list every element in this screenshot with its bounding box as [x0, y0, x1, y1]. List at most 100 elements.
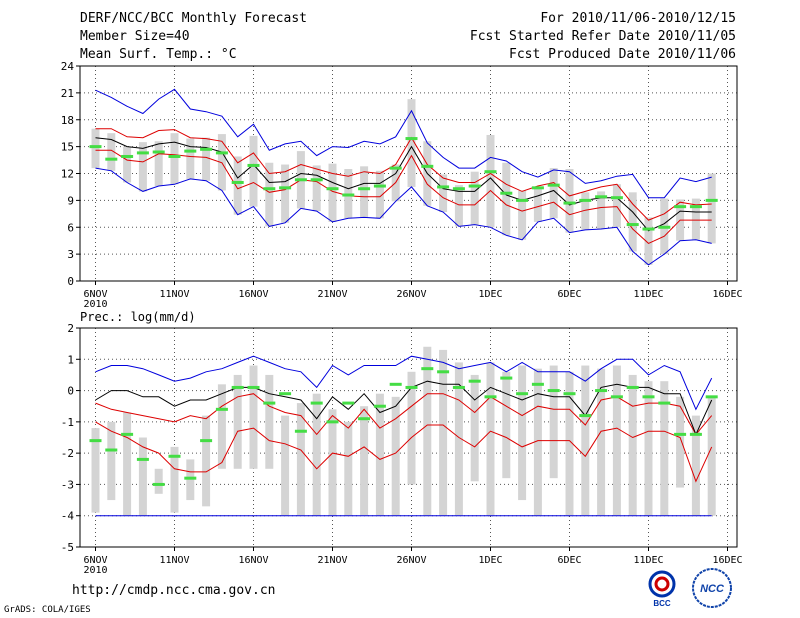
temp-xtick-label: 11DEC — [633, 289, 663, 300]
prec-ensemble-bar — [138, 437, 147, 516]
prec-marker — [595, 389, 608, 393]
prec-marker — [674, 432, 687, 436]
temp-marker — [468, 184, 481, 188]
temp-ensemble-bar — [407, 99, 416, 187]
prec-marker — [136, 457, 149, 461]
temp-ensemble-bar — [691, 198, 700, 240]
temp-max-line — [95, 88, 712, 199]
temp-marker — [215, 151, 228, 155]
prec-marker — [358, 417, 371, 421]
temp-marker — [231, 180, 244, 184]
temp-marker — [89, 145, 102, 149]
temp-ensemble-bar — [612, 184, 621, 228]
prec-median-line — [95, 380, 713, 436]
temp-ensemble-bar — [233, 156, 242, 215]
prec-ensemble-bar — [407, 371, 416, 485]
temp-ensemble-bar — [360, 166, 369, 218]
prec-ytick-label: -2 — [61, 447, 74, 460]
prec-ensemble-bar — [691, 415, 700, 516]
prec-marker — [247, 385, 260, 389]
prec-xtick-label: 11DEC — [633, 555, 663, 566]
temp-ensemble-bar — [265, 162, 274, 227]
temp-ytick-label: 0 — [67, 275, 74, 288]
ncc-logo-text: NCC — [700, 583, 725, 595]
prec-ytick-label: -1 — [61, 416, 74, 429]
bcc-logo-ring — [648, 570, 676, 598]
prec-ensemble-bar — [628, 374, 637, 516]
prec-marker — [310, 401, 323, 405]
prec-ensemble-bar — [423, 346, 432, 516]
temp-marker — [579, 198, 592, 202]
prec-xtick-label: 1DEC — [478, 555, 502, 566]
prec-marker — [452, 385, 465, 389]
prec-marker — [389, 382, 402, 386]
prec-marker — [184, 476, 197, 480]
temp-ensemble-bar — [312, 165, 321, 212]
temp-marker — [452, 187, 465, 191]
temp-marker — [658, 225, 671, 229]
prec-ensemble-bar — [217, 384, 226, 469]
prec-marker — [563, 392, 576, 396]
temp-ytick-label: 18 — [61, 114, 74, 127]
prec-marker — [658, 401, 671, 405]
temp-ensemble-bar — [202, 137, 211, 181]
temp-xtick-year: 2010 — [83, 299, 107, 310]
temp-ytick-label: 6 — [67, 221, 74, 234]
prec-ensemble-bar — [470, 374, 479, 482]
temp-marker — [168, 154, 181, 158]
prec-frame — [79, 327, 738, 548]
prec-ensemble-bar — [186, 459, 195, 501]
prec-marker — [642, 395, 655, 399]
temp-marker — [247, 163, 260, 167]
prec-ensemble-bar — [375, 393, 384, 516]
temp-marker — [121, 154, 134, 158]
temp-marker — [500, 191, 513, 195]
temp-xtick-label: 11NOV — [159, 289, 189, 300]
prec-ensemble-bar — [502, 371, 511, 479]
temp-marker — [373, 184, 386, 188]
temp-xtick-label: 16DEC — [712, 289, 742, 300]
prec-marker — [342, 401, 355, 405]
prec-ensemble-bar — [660, 381, 669, 516]
prec-ytick-label: -3 — [61, 478, 74, 491]
temp-ensemble-bar — [454, 185, 463, 227]
temp-marker — [674, 205, 687, 209]
temp-ensemble-bar — [644, 217, 653, 265]
prec-marker — [121, 432, 134, 436]
temp-marker — [595, 195, 608, 199]
temp-ensemble-bar — [186, 138, 195, 179]
prec-ensemble-bar — [344, 421, 353, 516]
prec-ensemble-bar — [565, 371, 574, 516]
prec-ensemble-bar — [154, 468, 163, 494]
forecast-produced: Fcst Produced Date 2010/11/06 — [509, 47, 736, 62]
temp-xtick-label: 16NOV — [238, 289, 268, 300]
temp-marker — [342, 193, 355, 197]
temp-ensemble-bar — [581, 192, 590, 230]
prec-ensemble-bar — [707, 396, 716, 516]
temp-marker — [136, 151, 149, 155]
source-url[interactable]: http://cmdp.ncc.cma.gov.cn — [72, 583, 276, 598]
temp-xtick-label: 6DEC — [557, 289, 581, 300]
temp-ytick-label: 12 — [61, 168, 74, 181]
prec-marker — [152, 482, 165, 486]
prec-marker — [516, 392, 529, 396]
ncc-logo-ring — [692, 568, 732, 608]
prec-marker — [437, 370, 450, 374]
prec-marker — [215, 407, 228, 411]
temp-xtick-label: 26NOV — [396, 289, 426, 300]
temp-ensemble-bar — [91, 128, 100, 169]
grads-credit: GrADS: COLA/IGES — [4, 605, 91, 615]
temp-ensemble-bar — [107, 133, 116, 171]
prec-ensemble-bar — [249, 365, 258, 469]
temp-ensemble-bar — [439, 174, 448, 213]
temp-ensemble-bar — [470, 171, 479, 225]
temp-ensemble-bar — [328, 163, 337, 222]
prec-ensemble-bar — [360, 406, 369, 516]
prec-marker — [705, 395, 718, 399]
temp-ensemble-bar — [170, 133, 179, 185]
prec-marker — [373, 404, 386, 408]
temp-ensemble-bar — [565, 169, 574, 233]
temp-marker — [326, 187, 339, 191]
temp-marker — [437, 185, 450, 189]
prec-ensemble-bar — [281, 415, 290, 516]
